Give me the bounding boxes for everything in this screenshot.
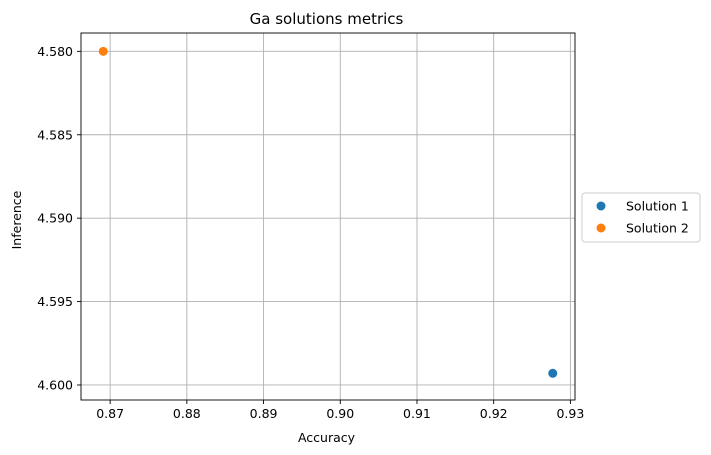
y-tick-label: 4.585 xyxy=(37,127,73,142)
scatter-point-solution-1 xyxy=(548,368,558,378)
x-tick-label: 0.88 xyxy=(173,406,201,421)
y-tick-label: 4.580 xyxy=(37,44,73,59)
axis-ticks: 0.87 0.88 0.89 0.90 0.91 0.92 0.93 4.580 4.585 4.… xyxy=(37,44,584,421)
legend-label-solution-1: Solution 1 xyxy=(626,199,689,214)
x-tick-label: 0.89 xyxy=(250,406,278,421)
plot-frame xyxy=(80,32,576,401)
legend-box xyxy=(581,192,701,243)
legend-marker-solution-2 xyxy=(596,223,606,233)
legend: Solution 1 Solution 2 xyxy=(581,192,701,243)
legend-label-solution-2: Solution 2 xyxy=(626,221,689,236)
x-axis-label: Accuracy xyxy=(298,430,356,445)
x-tick-label: 0.91 xyxy=(403,406,431,421)
x-tick-label: 0.92 xyxy=(480,406,508,421)
y-tick-label: 4.600 xyxy=(37,377,73,392)
grid xyxy=(81,33,575,400)
x-tick-label: 0.87 xyxy=(96,406,124,421)
legend-marker-solution-1 xyxy=(596,201,606,211)
y-tick-label: 4.595 xyxy=(37,294,73,309)
scatter-point-solution-2 xyxy=(98,46,108,56)
x-tick-label: 0.93 xyxy=(556,406,584,421)
x-tick-label: 0.90 xyxy=(326,406,354,421)
data-points xyxy=(98,46,558,378)
chart-title: Ga solutions metrics xyxy=(250,10,404,28)
y-tick-label: 4.590 xyxy=(37,211,73,226)
y-axis-label: Inference xyxy=(9,190,24,249)
